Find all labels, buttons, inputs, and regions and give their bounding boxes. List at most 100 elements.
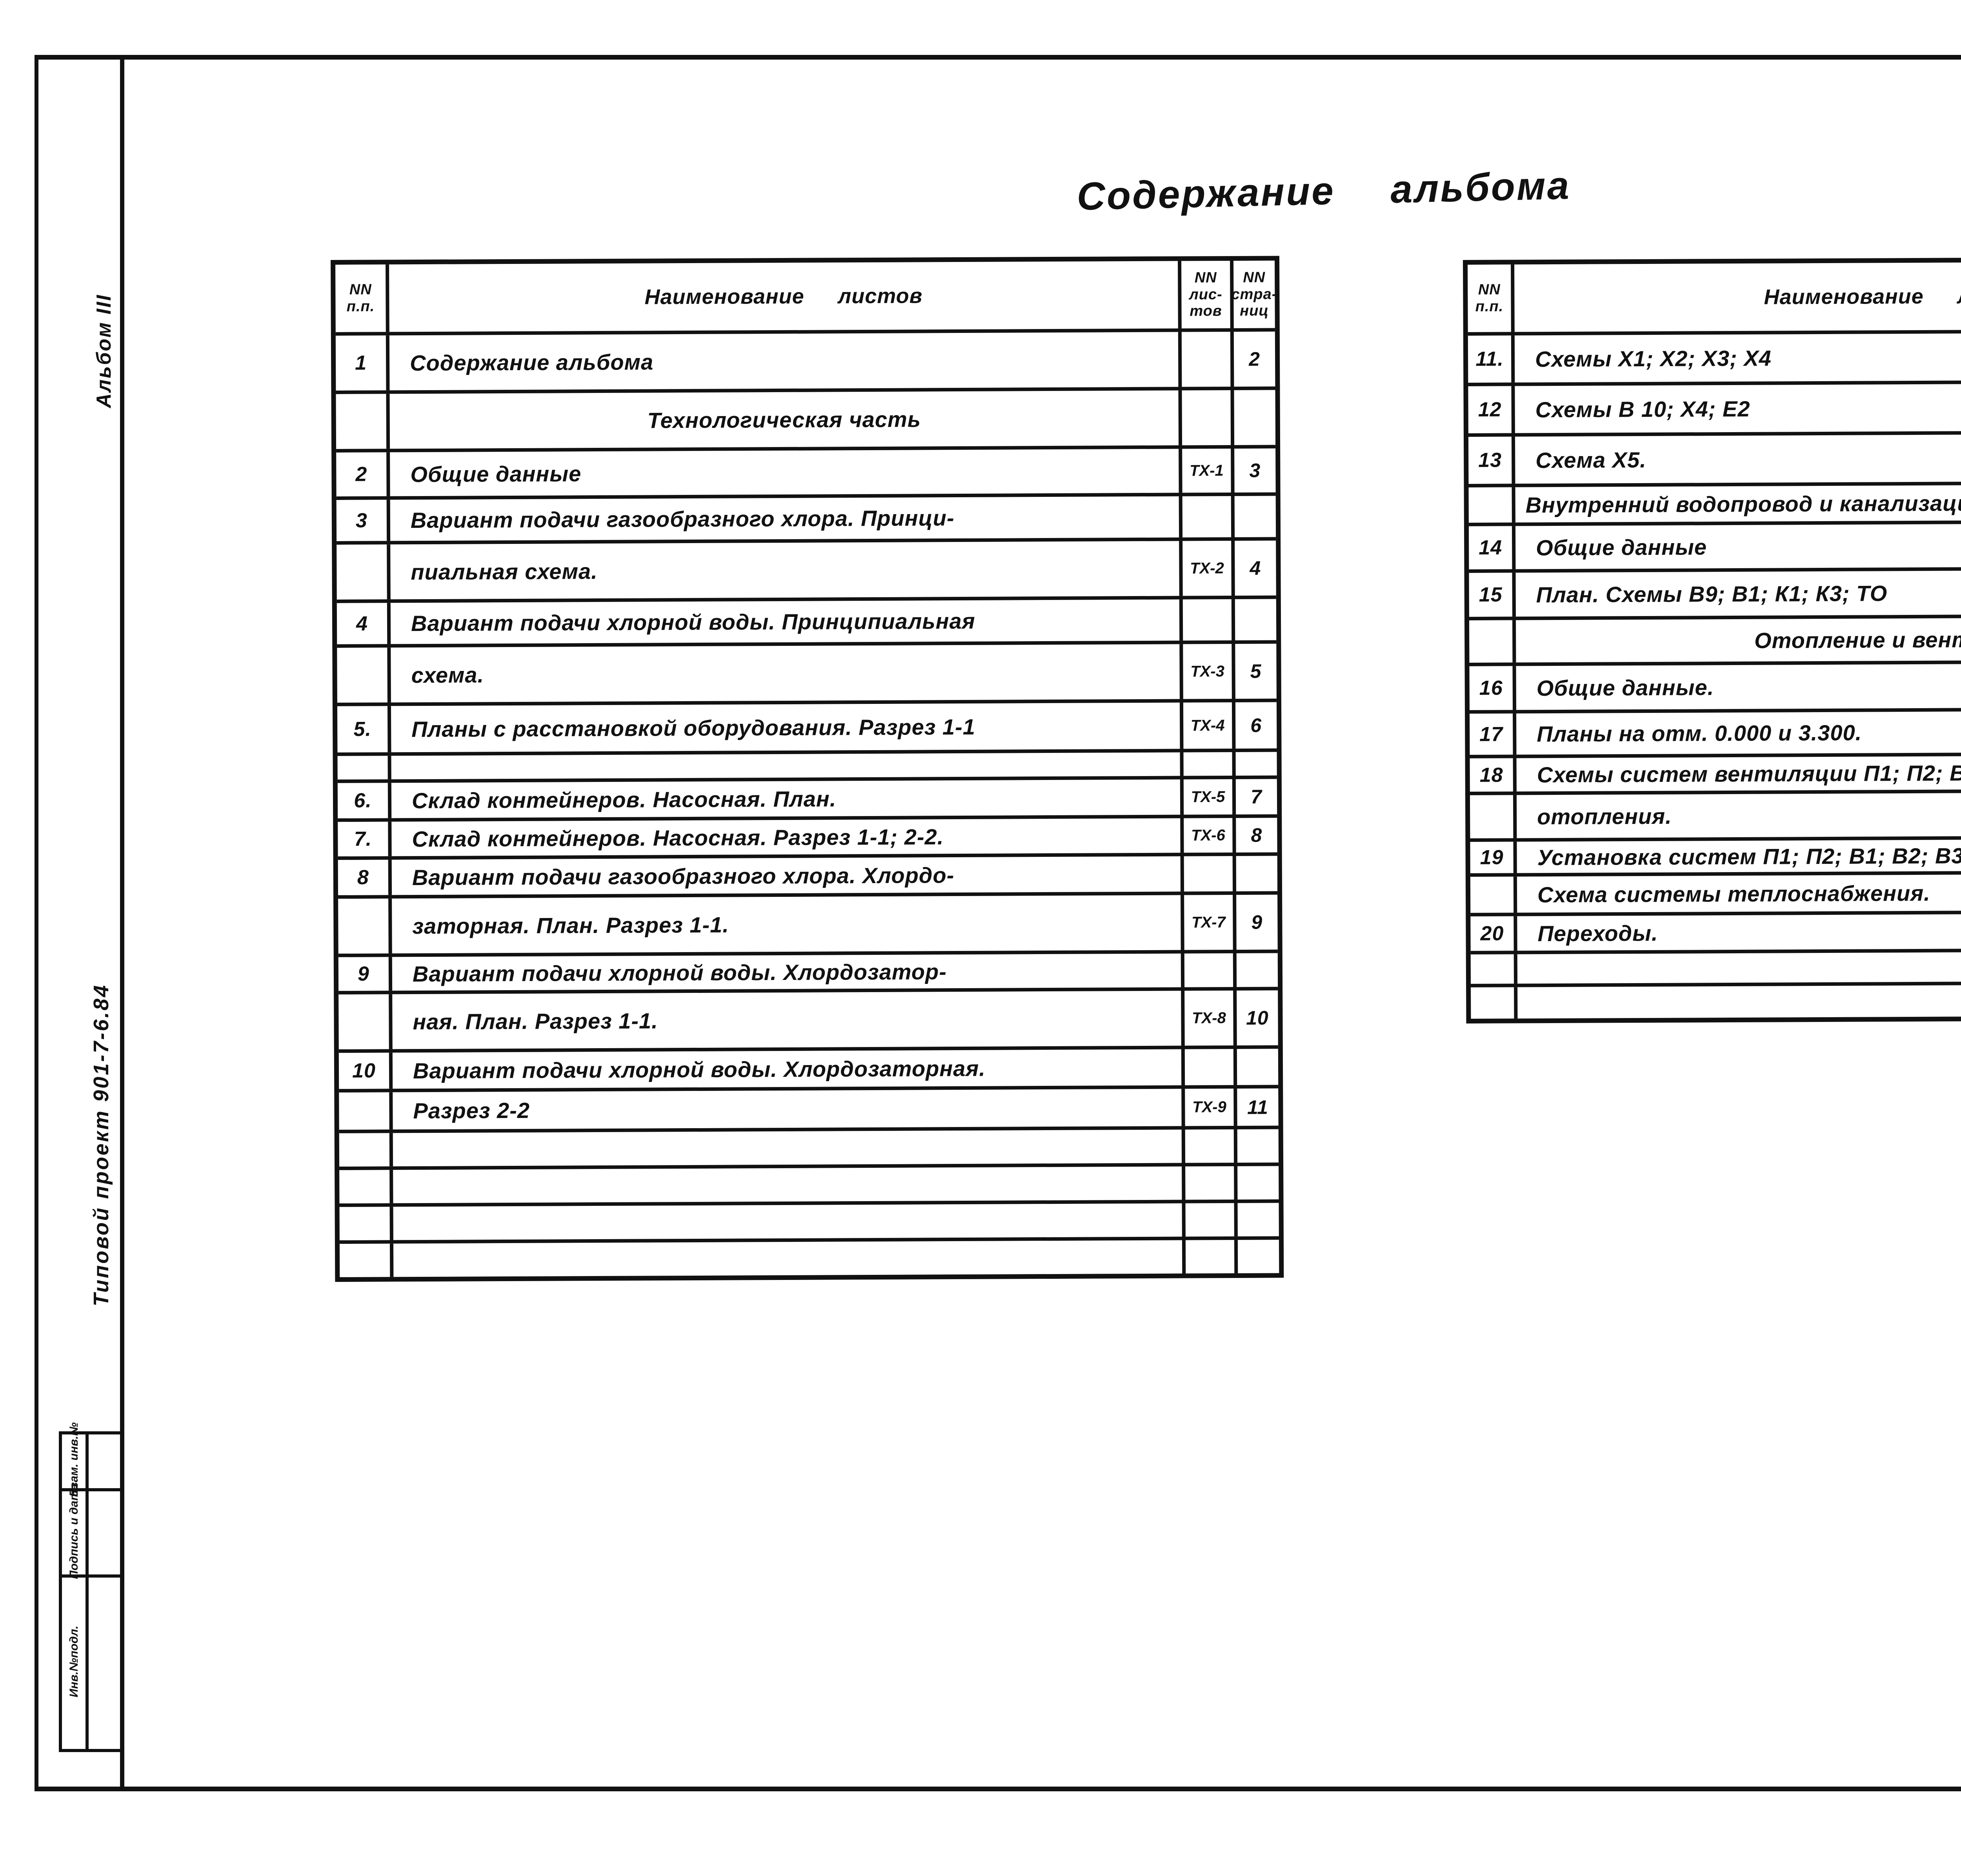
toc-cell-num (1470, 876, 1513, 913)
toc-cell-num: 17 (1479, 723, 1503, 746)
toc-empty-row (1471, 980, 1961, 1019)
toc-cell-num (340, 1243, 390, 1277)
toc-cell-name: Вариант подачи газообразного хлора. Прин… (386, 496, 1179, 541)
toc-cell-sheet (1181, 1129, 1234, 1163)
toc-cell-num: 7. (354, 827, 372, 851)
toc-header-num: NN п.п. (1475, 282, 1504, 315)
toc-cell-name (389, 1203, 1182, 1240)
toc-cell-num (339, 1092, 389, 1130)
toc-cell-num (336, 394, 386, 449)
toc-cell-num: 18 (1479, 763, 1503, 787)
toc-cell-page (1234, 1203, 1279, 1236)
toc-row: схема. ТХ-3 5 (337, 640, 1277, 703)
toc-header-name: Наименование листов (1511, 261, 1961, 332)
toc-cell-num: 1 (355, 351, 367, 374)
toc-row: заторная. План. Разрез 1-1. ТХ-7 9 (338, 891, 1278, 954)
toc-row: отопления.ОВ-319 (1470, 787, 1961, 838)
toc-row: пиальная схема. ТХ-2 4 (337, 537, 1276, 600)
toc-header-row: NN п.п. Наименование листов NN лис- тов … (335, 260, 1275, 332)
toc-row: Схема системы теплоснабжения.ОВ-420 (1470, 869, 1961, 913)
toc-cell-sheet: ТХ-2 (1179, 540, 1232, 596)
toc-cell-name: Схемы В 10; Х4; Е2 (1511, 382, 1961, 433)
stamp-strip-top-line (59, 1431, 122, 1434)
toc-row: 18 Схемы систем вентиляции П1; П2; В1; В2… (1470, 751, 1961, 792)
toc-cell-sheet: ТХ-6 (1180, 818, 1233, 853)
toc-cell-sheet: ТХ-5 (1180, 779, 1233, 815)
toc-cell-page: 5 (1232, 644, 1277, 699)
left-toc-table: NN п.п. Наименование листов NN лис- тов … (331, 256, 1284, 1282)
toc-cell-name: Переходы. (1513, 913, 1961, 951)
toc-cell-page (1231, 599, 1277, 640)
toc-cell-sheet (1182, 1203, 1234, 1237)
toc-cell-name: Схема Х5. (1511, 433, 1961, 484)
toc-row: 6. Склад контейнеров. Насосная. План. ТХ-5… (337, 775, 1277, 818)
toc-cell-page: 8 (1232, 818, 1277, 853)
toc-section-row: Отопление и вентиляция (1469, 613, 1961, 663)
frame-left-inner-line (120, 55, 124, 1791)
toc-cell-name: Общие данные (1512, 522, 1961, 569)
toc-row: 11.Схемы Х1; Х2; Х3; Х4ТХ-1012 (1468, 328, 1961, 383)
toc-cell-num: 20 (1480, 922, 1504, 945)
toc-cell-name: отопления. (1513, 791, 1961, 838)
toc-header-name: Наименование листов (386, 261, 1178, 332)
toc-cell-page: 6 (1232, 702, 1277, 749)
toc-cell-name (389, 1166, 1182, 1203)
toc-row: 4 Вариант подачи хлорной воды. Принципиал… (337, 595, 1277, 644)
toc-cell-num: 12 (1478, 398, 1502, 421)
toc-cell-name (1513, 951, 1961, 984)
toc-row: 5. Планы с расстановкой оборудования. Раз… (337, 698, 1277, 753)
toc-cell-page (1233, 953, 1278, 987)
toc-cell-page: 9 (1233, 894, 1278, 950)
toc-cell-num (337, 647, 387, 703)
toc-cell-name: Вариант подачи хлорной воды. Хлордозатор… (389, 1049, 1182, 1089)
toc-cell-name: схема. (387, 644, 1180, 703)
toc-cell-num: 8 (357, 866, 369, 889)
toc-header-sheet: NN лис- тов (1178, 260, 1230, 329)
toc-cell-name: Разрез 2-2 (389, 1089, 1182, 1130)
toc-row: 19 Установка систем П1; П2; В1; В2; В3 (1470, 834, 1961, 873)
toc-empty-row (339, 1199, 1279, 1240)
toc-cell-name (387, 752, 1180, 780)
toc-row: 9 Вариант подачи хлорной воды. Хлордозато… (338, 949, 1278, 991)
toc-cell-name: Схемы Х1; Х2; Х3; Х4 (1511, 332, 1961, 383)
toc-cell-name: пиальная схема. (387, 541, 1179, 600)
toc-cell-sheet (1182, 1166, 1234, 1200)
toc-header-page: NN стра- ниц (1230, 260, 1275, 328)
toc-cell-name (1514, 983, 1961, 1019)
toc-cell-name: Общие данные (386, 449, 1179, 496)
toc-cell-num (338, 756, 388, 780)
toc-cell-page: 11 (1233, 1088, 1279, 1126)
toc-cell-num: 11. (1475, 347, 1504, 371)
toc-cell-sheet (1179, 496, 1232, 538)
toc-cell-name: Планы на отм. 0.000 и 3.300. (1513, 710, 1961, 755)
toc-empty-row (1470, 947, 1961, 984)
toc-cell-page: 2 (1230, 331, 1275, 387)
toc-section-title: Технологическая часть (386, 390, 1179, 449)
toc-cell-num: 19 (1480, 846, 1504, 869)
toc-cell-page (1233, 1129, 1279, 1163)
toc-cell-page (1232, 752, 1277, 776)
stamp-strip-bottom-line (59, 1749, 122, 1752)
toc-cell-num: 15 (1479, 583, 1503, 606)
toc-cell-num (338, 898, 389, 954)
stamp-label-podpis-data: Подпись и дата (67, 1483, 80, 1579)
toc-cell-sheet: ТХ-1 (1179, 448, 1231, 493)
toc-cell-page (1234, 1166, 1279, 1200)
toc-section-title: Внутренний водопровод и канализация (1512, 484, 1961, 523)
toc-cell-page (1230, 390, 1276, 445)
toc-cell-num (340, 1207, 390, 1240)
toc-cell-num (337, 544, 387, 600)
toc-cell-page: 10 (1233, 990, 1278, 1045)
toc-cell-num: 16 (1479, 676, 1503, 700)
toc-cell-num: 3 (355, 509, 367, 532)
toc-cell-page (1234, 1240, 1279, 1273)
toc-cell-sheet (1182, 1240, 1235, 1274)
toc-header-row: NN п.п. Наименование листов NN лис- тов … (1468, 261, 1961, 332)
toc-cell-page (1231, 496, 1276, 537)
toc-cell-sheet: ТХ-7 (1181, 894, 1233, 950)
